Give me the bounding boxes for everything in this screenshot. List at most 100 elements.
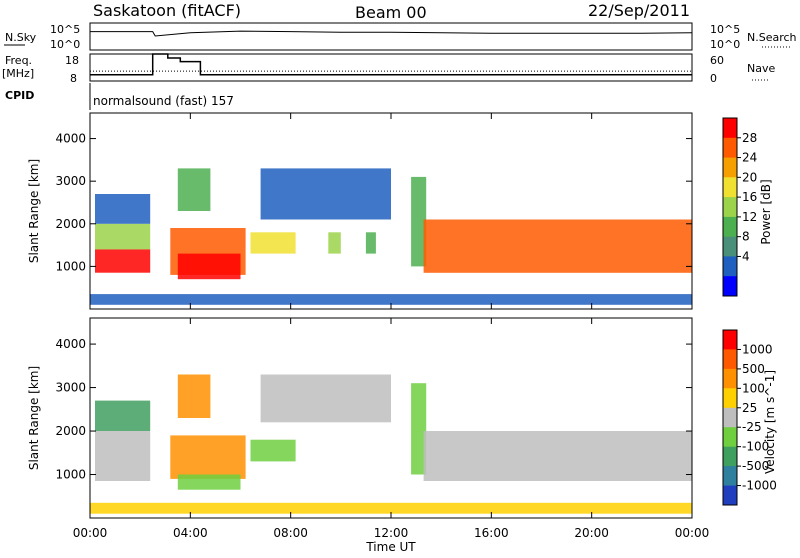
power-colorbar-label: Power [dB] <box>759 179 773 244</box>
noise-left-label: N.Sky <box>5 31 37 44</box>
time-tick-label-3: 12:00 <box>374 526 409 540</box>
time-tick-label-6: 00:00 <box>675 526 710 540</box>
power-colorbar-swatch-3 <box>723 177 737 198</box>
velocity-region-3 <box>177 474 241 490</box>
noise-right-tick-bottom: 10^0 <box>710 38 740 51</box>
velocity-colorbar-swatch-5 <box>723 427 737 448</box>
freq-left-tick-top: 18 <box>65 54 79 67</box>
noise-panel-frame <box>89 22 693 51</box>
power-colorbar-frame <box>722 117 738 297</box>
velocity-ytick-label-2: 3000 <box>55 381 86 395</box>
power-region-12 <box>90 294 692 305</box>
power-region-0 <box>95 249 151 273</box>
power-region-9 <box>365 232 376 254</box>
power-region-1 <box>95 223 151 250</box>
power-region-10 <box>411 176 427 267</box>
velocity-colorbar-label-7: -1000 <box>742 479 777 493</box>
power-panel: Slant Range [km] 1000 2000 3000 4000 <box>27 112 693 310</box>
velocity-colorbar-swatch-7 <box>723 466 737 486</box>
station-title: Saskatoon (fitACF) <box>93 1 241 20</box>
power-region-8 <box>328 232 341 254</box>
velocity-colorbar-frame <box>722 329 738 506</box>
beam-title: Beam 00 <box>355 3 427 22</box>
velocity-region-8 <box>423 431 692 481</box>
power-colorbar-label-1: 24 <box>742 151 757 165</box>
power-ytick-label-0: 1000 <box>55 259 86 273</box>
velocity-colorbar-label-1: 500 <box>742 362 765 376</box>
power-region-4 <box>177 253 241 280</box>
velocity-y-ticks: 1000 2000 3000 4000 <box>55 337 692 482</box>
velocity-colorbar-label-0: 1000 <box>742 342 773 356</box>
freq-right-label: Nave <box>747 62 775 75</box>
freq-left-label-1: Freq. <box>5 54 32 67</box>
power-region-6 <box>250 232 296 254</box>
noise-panel: N.Sky 10^5 10^0 10^5 10^0 N.Search <box>4 22 797 51</box>
velocity-region-4 <box>177 374 211 418</box>
time-tick-label-2: 08:00 <box>273 526 308 540</box>
velocity-region-9 <box>90 502 692 514</box>
velocity-ytick-label-1: 2000 <box>55 424 86 438</box>
cpid-label: CPID <box>5 89 34 102</box>
velocity-colorbar-swatch-1 <box>723 349 737 370</box>
velocity-colorbar-swatch-6 <box>723 446 737 467</box>
velocity-region-7 <box>411 383 427 475</box>
velocity-colorbar-label-5: -100 <box>742 440 769 454</box>
velocity-colorbar-swatch-8 <box>723 485 737 506</box>
power-colorbar: 28 24 20 16 12 8 4 <box>722 117 757 297</box>
time-axis-label: Time UT <box>365 540 416 554</box>
power-ytick-label-3: 4000 <box>55 132 86 146</box>
power-colorbar-label-4: 12 <box>742 210 757 224</box>
freq-left-tick-bottom: 8 <box>70 72 77 85</box>
power-region-2 <box>95 194 151 224</box>
noise-right-label: N.Search <box>747 31 797 44</box>
frequency-line <box>90 53 692 76</box>
power-colorbar-label-0: 28 <box>742 131 757 145</box>
time-axis-ticks: 00:00 04:00 08:00 12:00 16:00 20:00 00:00 <box>73 113 710 540</box>
freq-panel-frame <box>89 53 693 82</box>
velocity-colorbar-label-2: 100 <box>742 381 765 395</box>
velocity-colorbar-swatch-2 <box>723 368 737 389</box>
frequency-panel: Freq. [MHz] 18 8 60 0 Nave <box>2 53 775 85</box>
velocity-colorbar-swatch-4 <box>723 407 737 428</box>
velocity-region-2 <box>170 435 246 479</box>
power-colorbar-label-5: 8 <box>742 230 750 244</box>
noise-left-tick-top: 10^5 <box>50 23 80 36</box>
velocity-region-1 <box>95 400 151 431</box>
power-colorbar-swatch-4 <box>723 197 737 218</box>
power-region-5 <box>177 168 211 211</box>
velocity-colorbar-label-4: -25 <box>742 420 762 434</box>
velocity-region-5 <box>250 439 296 462</box>
power-colorbar-label-2: 20 <box>742 170 757 184</box>
velocity-region-6 <box>260 374 391 423</box>
power-y-ticks: 1000 2000 3000 4000 <box>55 132 692 273</box>
power-ylabel: Slant Range [km] <box>27 159 41 263</box>
velocity-colorbar-swatch-0 <box>723 330 737 350</box>
freq-left-label-2: [MHz] <box>2 67 34 80</box>
time-tick-label-1: 04:00 <box>173 526 208 540</box>
power-ytick-label-2: 3000 <box>55 174 86 188</box>
noise-sky-line <box>90 30 693 37</box>
cpid-value: normalsound (fast) 157 <box>93 94 234 108</box>
time-tick-label-0: 00:00 <box>73 526 108 540</box>
velocity-region-0 <box>95 431 151 481</box>
velocity-ylabel: Slant Range [km] <box>27 366 41 470</box>
power-colorbar-swatch-5 <box>723 216 737 238</box>
velocity-colorbar-label-6: -500 <box>742 459 769 473</box>
power-colorbar-swatch-6 <box>723 236 737 257</box>
power-colorbar-swatch-7 <box>723 256 737 277</box>
power-colorbar-label-3: 16 <box>742 190 757 204</box>
velocity-panel: Slant Range [km] 1000 2000 3000 4000 <box>27 317 693 519</box>
time-tick-label-5: 20:00 <box>574 526 609 540</box>
velocity-ytick-label-3: 4000 <box>55 337 86 351</box>
power-colorbar-label-6: 4 <box>742 249 750 263</box>
noise-left-tick-bottom: 10^0 <box>50 38 80 51</box>
noise-right-tick-top: 10^5 <box>710 23 740 36</box>
power-colorbar-swatch-0 <box>723 118 737 139</box>
power-colorbar-swatch-2 <box>723 157 737 178</box>
velocity-colorbar-label-3: 25 <box>742 401 757 415</box>
velocity-colorbar-swatch-3 <box>723 388 737 409</box>
power-colorbar-swatch-8 <box>723 276 737 297</box>
date-title: 22/Sep/2011 <box>588 1 690 20</box>
power-region-11 <box>423 219 692 273</box>
